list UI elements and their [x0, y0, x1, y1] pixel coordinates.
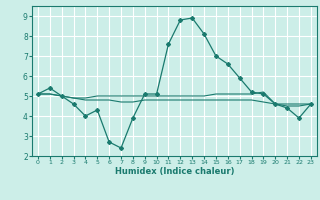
- X-axis label: Humidex (Indice chaleur): Humidex (Indice chaleur): [115, 167, 234, 176]
